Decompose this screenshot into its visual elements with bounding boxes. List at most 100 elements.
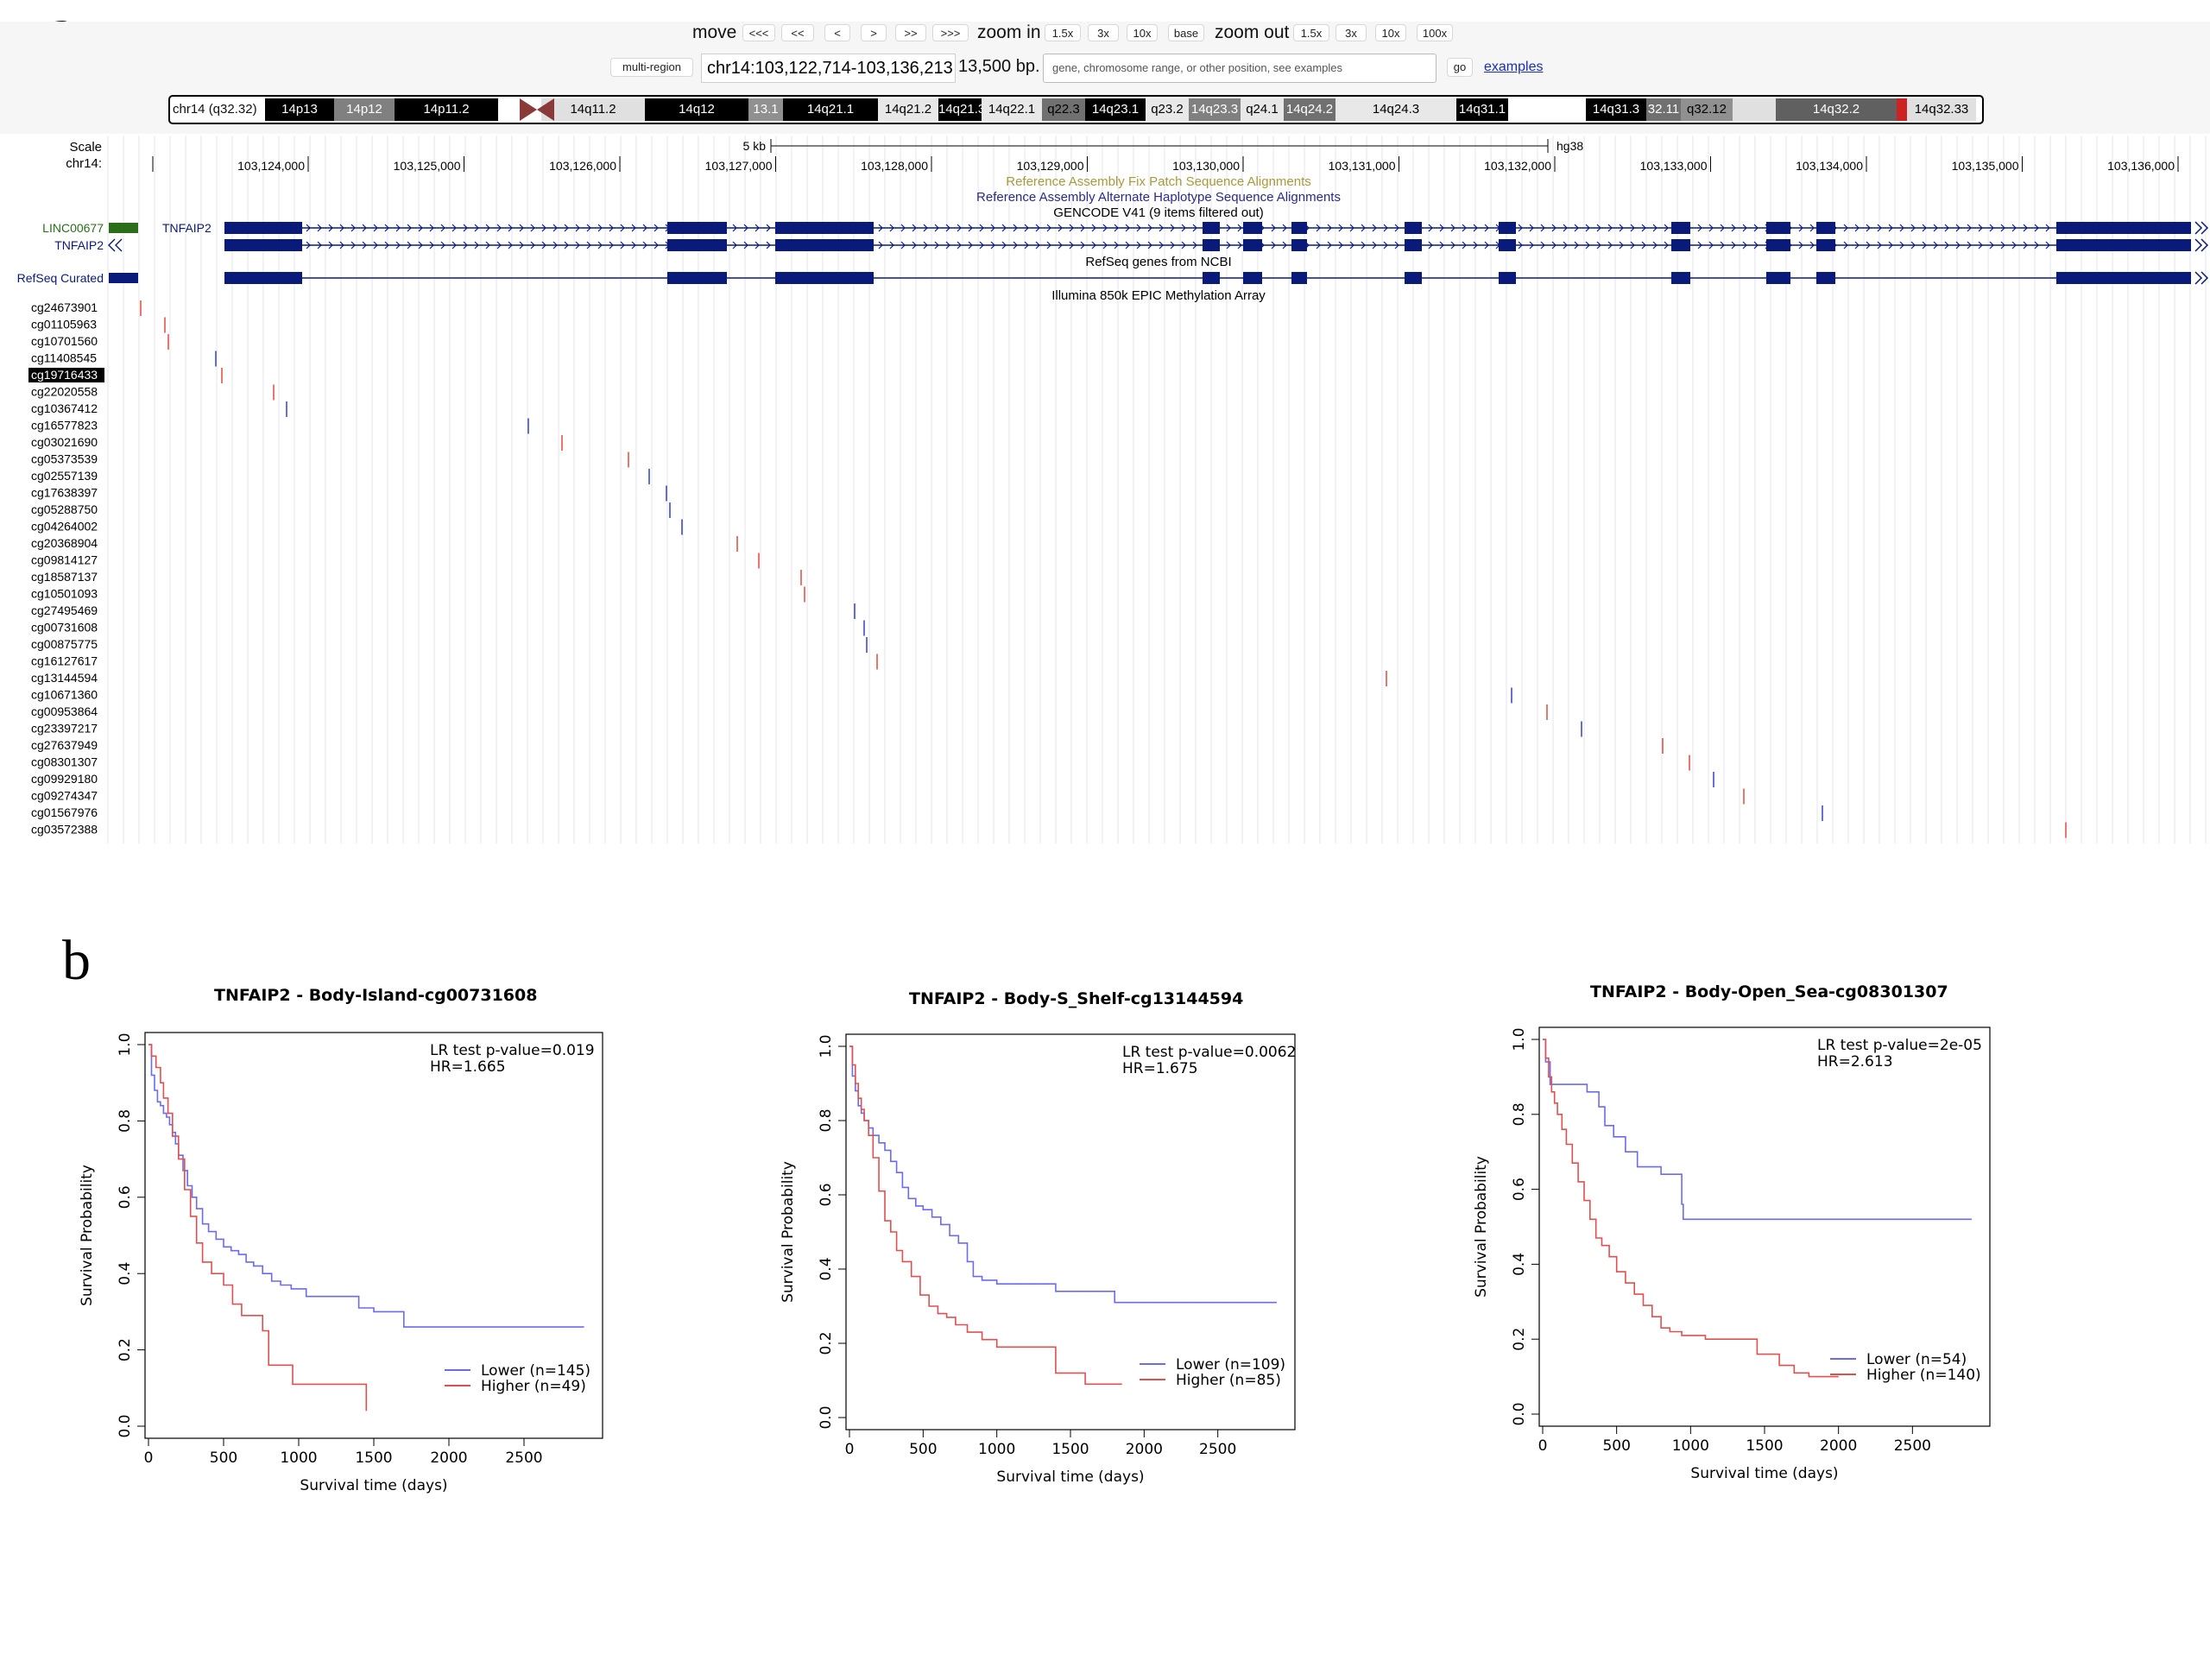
chromosome-band[interactable]: 14q23.1 xyxy=(1085,98,1146,121)
chromosome-band[interactable]: 14p13 xyxy=(265,98,334,121)
probe-label[interactable]: cg27637949 xyxy=(31,738,98,752)
zoom-out-button[interactable]: 10x xyxy=(1375,24,1406,41)
tnfaip2-inline-label[interactable]: TNFAIP2 xyxy=(162,221,212,235)
move-button[interactable]: >> xyxy=(895,24,926,41)
probe-label[interactable]: cg05373539 xyxy=(31,452,98,466)
refseq-transcript-exon[interactable] xyxy=(775,272,874,284)
zoom-in-button[interactable]: 10x xyxy=(1127,24,1158,41)
chromosome-band[interactable]: 14q21.1 xyxy=(783,98,878,121)
go-button[interactable]: go xyxy=(1447,58,1473,77)
chromosome-band[interactable]: 14q21.2 xyxy=(878,98,938,121)
gencode-transcript-1-exon[interactable] xyxy=(1243,222,1262,234)
refseq-transcript-exon[interactable] xyxy=(667,272,691,284)
chromosome-band[interactable]: 14q22.1 xyxy=(982,98,1042,121)
gencode-transcript-1-exon[interactable] xyxy=(667,222,691,234)
gencode-transcript-2-exon[interactable] xyxy=(1243,239,1262,251)
chromosome-band[interactable]: q24.1 xyxy=(1241,98,1284,121)
gencode-transcript-1-exon[interactable] xyxy=(691,222,727,234)
probe-label[interactable]: cg10701560 xyxy=(31,334,98,348)
chromosome-band[interactable]: 14q32.33 xyxy=(1907,98,1976,121)
chromosome-band[interactable]: q32.12 xyxy=(1681,98,1733,121)
refseq-transcript-exon[interactable] xyxy=(1291,272,1307,284)
gencode-transcript-1-exon[interactable] xyxy=(1671,222,1690,234)
position-display[interactable]: chr14:103,122,714-103,136,213 xyxy=(701,54,956,83)
multi-region-button[interactable]: multi-region xyxy=(610,58,693,77)
move-button[interactable]: >>> xyxy=(932,24,969,41)
refseq-transcript-exon[interactable] xyxy=(1816,272,1835,284)
chromosome-band[interactable]: q23.2 xyxy=(1146,98,1189,121)
probe-label[interactable]: cg22020558 xyxy=(31,385,98,399)
probe-label[interactable]: cg02557139 xyxy=(31,469,98,483)
refseq-transcript-exon[interactable] xyxy=(1671,272,1690,284)
gencode-transcript-2-exon[interactable] xyxy=(224,239,302,251)
probe-label[interactable]: cg11408545 xyxy=(31,351,97,365)
probe-label[interactable]: cg00953864 xyxy=(31,704,98,718)
chromosome-band[interactable] xyxy=(1508,98,1586,121)
gencode-transcript-2-exon[interactable] xyxy=(2056,239,2079,251)
gencode-transcript-2-exon[interactable] xyxy=(1291,239,1307,251)
zoom-in-button[interactable]: 3x xyxy=(1088,24,1119,41)
move-button[interactable]: << xyxy=(781,24,814,41)
refseq-small-feature[interactable] xyxy=(109,273,138,283)
chromosome-band[interactable]: 14q32.2 xyxy=(1776,98,1897,121)
refseq-transcript-exon[interactable] xyxy=(224,272,302,284)
chromosome-band[interactable]: 14q24.2 xyxy=(1284,98,1335,121)
refseq-transcript-exon[interactable] xyxy=(1766,272,1790,284)
chromosome-band[interactable]: 14q31.1 xyxy=(1456,98,1508,121)
chromosome-band[interactable]: q22.3 xyxy=(1042,98,1085,121)
gencode-transcript-2-exon[interactable] xyxy=(1671,239,1690,251)
chromosome-band[interactable]: 14q21.3 xyxy=(938,98,982,121)
refseq-transcript-exon[interactable] xyxy=(1499,272,1516,284)
chromosome-band[interactable]: 14p11.2 xyxy=(395,98,498,121)
gencode-transcript-2-exon[interactable] xyxy=(1405,239,1422,251)
gencode-transcript-1-exon[interactable] xyxy=(1203,222,1220,234)
chromosome-band[interactable] xyxy=(1733,98,1776,121)
probe-label[interactable]: cg00875775 xyxy=(31,637,98,651)
probe-label[interactable]: cg01567976 xyxy=(31,805,98,819)
gencode-transcript-1-exon[interactable] xyxy=(775,222,874,234)
probe-label[interactable]: cg10671360 xyxy=(31,688,98,702)
gencode-transcript-1-exon[interactable] xyxy=(1405,222,1422,234)
refseq-transcript-exon[interactable] xyxy=(1203,272,1220,284)
probe-label[interactable]: cg18587137 xyxy=(31,570,98,584)
zoom-out-button[interactable]: 1.5x xyxy=(1293,24,1329,41)
tnfaip2-label[interactable]: TNFAIP2 xyxy=(54,238,104,252)
move-button[interactable]: < xyxy=(824,24,850,41)
gencode-transcript-2-exon[interactable] xyxy=(1203,239,1220,251)
probe-label[interactable]: cg09929180 xyxy=(31,772,98,786)
zoom-out-button[interactable]: 100x xyxy=(1417,24,1453,41)
chromosome-band[interactable]: 14q31.3 xyxy=(1586,98,1646,121)
refseq-transcript-exon[interactable] xyxy=(691,272,727,284)
gencode-transcript-1-exon[interactable] xyxy=(224,222,302,234)
probe-label[interactable]: cg10501093 xyxy=(31,587,98,601)
gencode-transcript-1-exon[interactable] xyxy=(1499,222,1516,234)
gencode-transcript-1-exon[interactable] xyxy=(1291,222,1307,234)
refseq-transcript-exon[interactable] xyxy=(1405,272,1422,284)
probe-label[interactable]: cg27495469 xyxy=(31,603,98,617)
move-button[interactable]: > xyxy=(861,24,887,41)
zoom-in-button[interactable]: base xyxy=(1168,24,1204,41)
gencode-transcript-2-exon[interactable] xyxy=(1499,239,1516,251)
linc00677-label[interactable]: LINC00677 xyxy=(42,221,104,235)
refseq-transcript-exon[interactable] xyxy=(2079,272,2191,284)
chromosome-band[interactable]: 14p12 xyxy=(334,98,395,121)
refseq-transcript-exon[interactable] xyxy=(1243,272,1262,284)
chromosome-band[interactable]: 14q23.3 xyxy=(1189,98,1241,121)
probe-label[interactable]: cg03572388 xyxy=(31,823,98,837)
probe-label[interactable]: cg08301307 xyxy=(31,755,98,769)
probe-label[interactable]: cg17638397 xyxy=(31,486,98,500)
examples-link[interactable]: examples xyxy=(1484,60,1544,74)
probe-label[interactable]: cg01105963 xyxy=(31,318,97,332)
probe-label[interactable]: cg10367412 xyxy=(31,401,98,415)
probe-label[interactable]: cg19716433 xyxy=(31,368,98,382)
refseq-curated-label[interactable]: RefSeq Curated xyxy=(17,271,104,285)
chromosome-band[interactable]: 13.1 xyxy=(748,98,783,121)
probe-label[interactable]: cg09814127 xyxy=(31,553,98,567)
gencode-transcript-2-exon[interactable] xyxy=(667,239,691,251)
gencode-transcript-1-exon[interactable] xyxy=(1816,222,1835,234)
refseq-transcript-exon[interactable] xyxy=(2056,272,2079,284)
chromosome-band[interactable]: 14q24.3 xyxy=(1335,98,1456,121)
zoom-in-button[interactable]: 1.5x xyxy=(1045,24,1081,41)
probe-label[interactable]: cg24673901 xyxy=(31,300,98,314)
